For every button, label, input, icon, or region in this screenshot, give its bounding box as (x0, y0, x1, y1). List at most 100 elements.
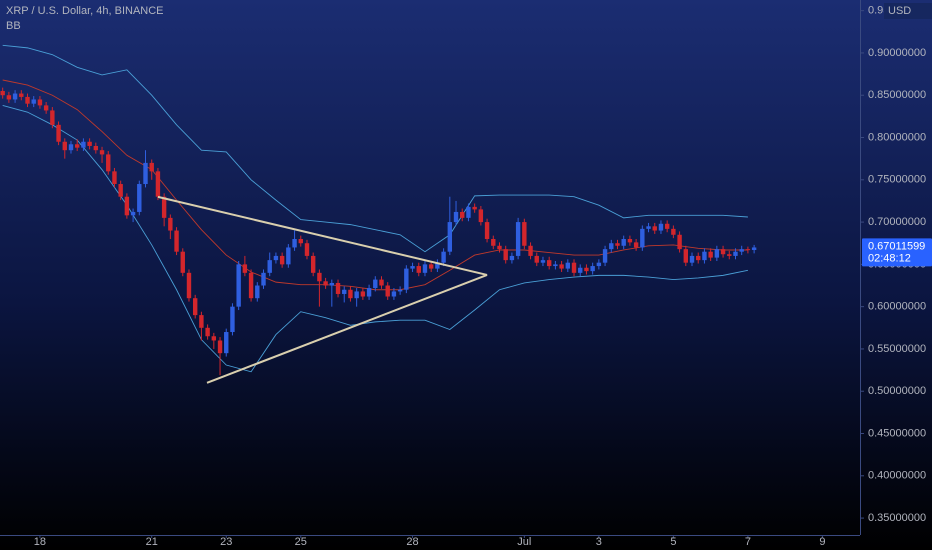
x-tick-label: Jul (517, 536, 531, 548)
candle-body (292, 238, 297, 248)
candle-body (671, 228, 676, 235)
candle-body (571, 262, 577, 273)
candle-body (273, 255, 279, 261)
candle-body (714, 249, 720, 258)
candle-body (410, 266, 415, 269)
candle-body (453, 211, 459, 223)
trendline-upper (157, 195, 488, 276)
candle-body (609, 243, 614, 250)
x-tick-label: 7 (745, 536, 751, 548)
candle-body (81, 141, 86, 148)
candle-body (640, 228, 645, 248)
candle-body (416, 266, 421, 273)
candle-body (733, 251, 738, 256)
bb-upper (2, 44, 748, 253)
candle-body (677, 234, 682, 250)
candle-body (466, 206, 471, 218)
candle-body (50, 110, 55, 125)
candle-body (540, 260, 546, 263)
candle-body (658, 223, 664, 231)
candle-body (373, 279, 378, 289)
candle-body (43, 105, 49, 111)
candle-body (261, 272, 266, 286)
candle-body (484, 222, 490, 239)
candle-body (739, 249, 744, 252)
candle-body (168, 217, 173, 231)
candle-body (31, 99, 36, 104)
candle-body (522, 222, 527, 246)
y-tick-label: 0.80000000 (868, 131, 926, 143)
candle-body (360, 291, 366, 297)
candle-body (478, 209, 484, 223)
candle-body (106, 154, 111, 172)
candle-body (199, 315, 204, 328)
candle-body (310, 255, 316, 273)
candle-body (652, 226, 657, 231)
candle-body (6, 95, 12, 100)
last-price-label: 0.67011599 (868, 240, 925, 252)
x-tick-label: 18 (34, 536, 46, 548)
candle-body (546, 260, 552, 267)
candle-body (435, 262, 440, 269)
candle-body (224, 332, 229, 354)
y-tick-label: 0.75000000 (868, 174, 926, 186)
candle-body (447, 222, 453, 252)
axes: 0.35000000 0.40000000 0.45000000 0.50000000… (34, 5, 932, 548)
candle-body (491, 238, 496, 246)
candle-body (329, 282, 335, 286)
candle-body (342, 289, 347, 294)
candle-body (708, 251, 713, 258)
chart-title: XRP / U.S. Dollar, 4h, BINANCE (6, 5, 164, 17)
y-tick-label: 0.35000000 (868, 512, 926, 524)
candle-body (155, 171, 161, 197)
candle-body (422, 264, 428, 273)
candle-body (211, 336, 217, 341)
countdown-label: 02:48:12 (868, 252, 911, 264)
candle-body (621, 238, 626, 246)
candle-body (87, 141, 92, 146)
candle-body (627, 238, 633, 243)
candle-body (99, 150, 105, 155)
candle-body (279, 255, 285, 265)
candle-body (720, 249, 726, 255)
candle-body (12, 93, 18, 100)
candle-body (553, 264, 558, 267)
trendline-lower (206, 274, 488, 384)
candle-body (472, 206, 477, 210)
x-tick-label: 28 (406, 536, 418, 548)
last-price-badge (862, 238, 932, 267)
candle-body (602, 249, 608, 263)
candle-body (460, 211, 465, 218)
candle-body (186, 272, 192, 299)
candle-body (192, 298, 198, 316)
x-tick-label: 25 (295, 536, 307, 548)
candle-body (391, 291, 397, 297)
candle-body (298, 238, 303, 244)
candle-body (497, 245, 502, 250)
candle-body (137, 184, 142, 212)
candle-body (255, 285, 260, 299)
candle-body (180, 251, 185, 273)
candle-body (578, 267, 583, 273)
plot-area (0, 44, 757, 384)
candle-body (646, 226, 651, 229)
candle-body (236, 264, 241, 307)
candle-body (323, 281, 328, 286)
candle-body (528, 245, 533, 256)
candle-body (112, 171, 117, 185)
y-tick-label: 0.45000000 (868, 427, 926, 439)
candle-body (205, 327, 210, 337)
candle-body (317, 272, 322, 282)
candle-body (286, 247, 291, 265)
candle-body (149, 162, 154, 172)
candle-body (689, 255, 695, 263)
x-tick-label: 23 (220, 536, 232, 548)
candle-body (696, 255, 701, 261)
candle-body (664, 223, 670, 229)
candle-body (118, 184, 123, 197)
candle-body (751, 247, 757, 250)
candle-body (596, 262, 602, 267)
candle-body (366, 288, 372, 297)
candle-body (143, 162, 148, 185)
